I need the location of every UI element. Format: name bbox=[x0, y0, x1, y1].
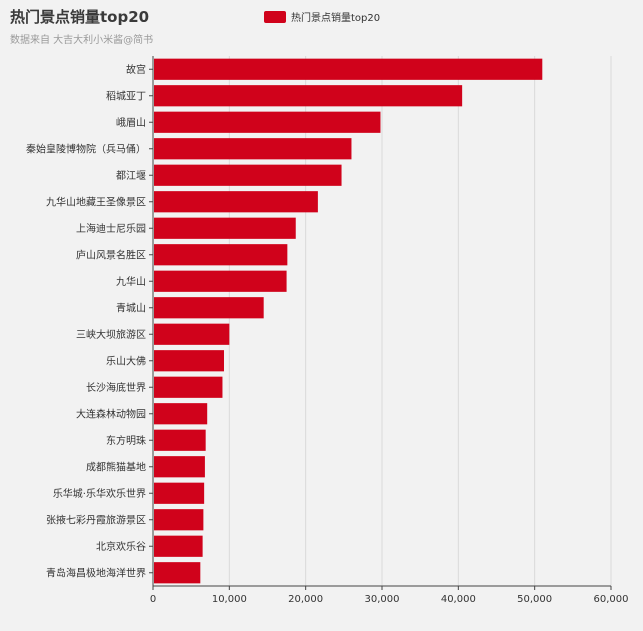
chart-title: 热门景点销量top20 bbox=[10, 8, 150, 26]
category-label: 乐华城·乐华欢乐世界 bbox=[53, 487, 146, 500]
category-label: 乐山大佛 bbox=[106, 354, 146, 367]
bar bbox=[154, 217, 296, 239]
bar bbox=[154, 111, 381, 133]
legend[interactable]: 热门景点销量top20 bbox=[264, 9, 380, 24]
bar bbox=[154, 509, 204, 531]
bar bbox=[154, 191, 318, 213]
x-tick-label: 50,000 bbox=[517, 594, 552, 605]
legend-swatch bbox=[264, 10, 286, 23]
bar bbox=[154, 562, 201, 584]
bar bbox=[154, 350, 224, 372]
x-tick-label: 20,000 bbox=[288, 594, 323, 605]
bar bbox=[154, 138, 352, 160]
legend-label: 热门景点销量top20 bbox=[291, 13, 381, 24]
bar bbox=[154, 323, 230, 345]
category-label: 三峡大坝旅游区 bbox=[76, 328, 146, 341]
category-label: 青城山 bbox=[116, 301, 146, 314]
bar bbox=[154, 535, 203, 557]
category-label: 张掖七彩丹霞旅游景区 bbox=[46, 513, 146, 526]
bar bbox=[154, 85, 463, 107]
category-label: 稻城亚丁 bbox=[106, 90, 146, 102]
bar bbox=[154, 297, 264, 319]
category-label: 成都熊猫基地 bbox=[86, 460, 146, 473]
x-tick-label: 40,000 bbox=[441, 594, 476, 605]
bar bbox=[154, 482, 205, 504]
category-label: 九华山 bbox=[116, 275, 146, 288]
x-tick-label: 60,000 bbox=[594, 594, 629, 605]
x-tick-label: 0 bbox=[150, 594, 156, 605]
category-label: 九华山地藏王圣像景区 bbox=[46, 195, 146, 208]
bar bbox=[154, 429, 206, 451]
category-label: 上海迪士尼乐园 bbox=[76, 222, 146, 235]
category-label: 庐山风景名胜区 bbox=[76, 248, 146, 261]
category-label: 北京欢乐谷 bbox=[96, 540, 146, 553]
chart-subtitle: 数据来自 大吉大利小米酱@简书 bbox=[10, 35, 154, 46]
x-tick-label: 30,000 bbox=[365, 594, 400, 605]
category-label: 秦始皇陵博物院（兵马俑） bbox=[26, 142, 146, 155]
category-label: 故宫 bbox=[126, 63, 146, 76]
category-label: 峨眉山 bbox=[116, 117, 146, 129]
bar bbox=[154, 244, 288, 266]
bar bbox=[154, 270, 287, 292]
category-label: 都江堰 bbox=[116, 170, 146, 182]
bar bbox=[154, 403, 208, 425]
category-label: 东方明珠 bbox=[106, 434, 146, 447]
x-tick-label: 10,000 bbox=[212, 594, 247, 605]
category-label: 青岛海昌极地海洋世界 bbox=[46, 566, 146, 579]
bar bbox=[154, 58, 543, 80]
bar bbox=[154, 164, 342, 186]
category-label: 长沙海底世界 bbox=[86, 381, 146, 394]
bar bbox=[154, 456, 205, 478]
bar bbox=[154, 376, 223, 398]
category-label: 大连森林动物园 bbox=[76, 407, 146, 420]
